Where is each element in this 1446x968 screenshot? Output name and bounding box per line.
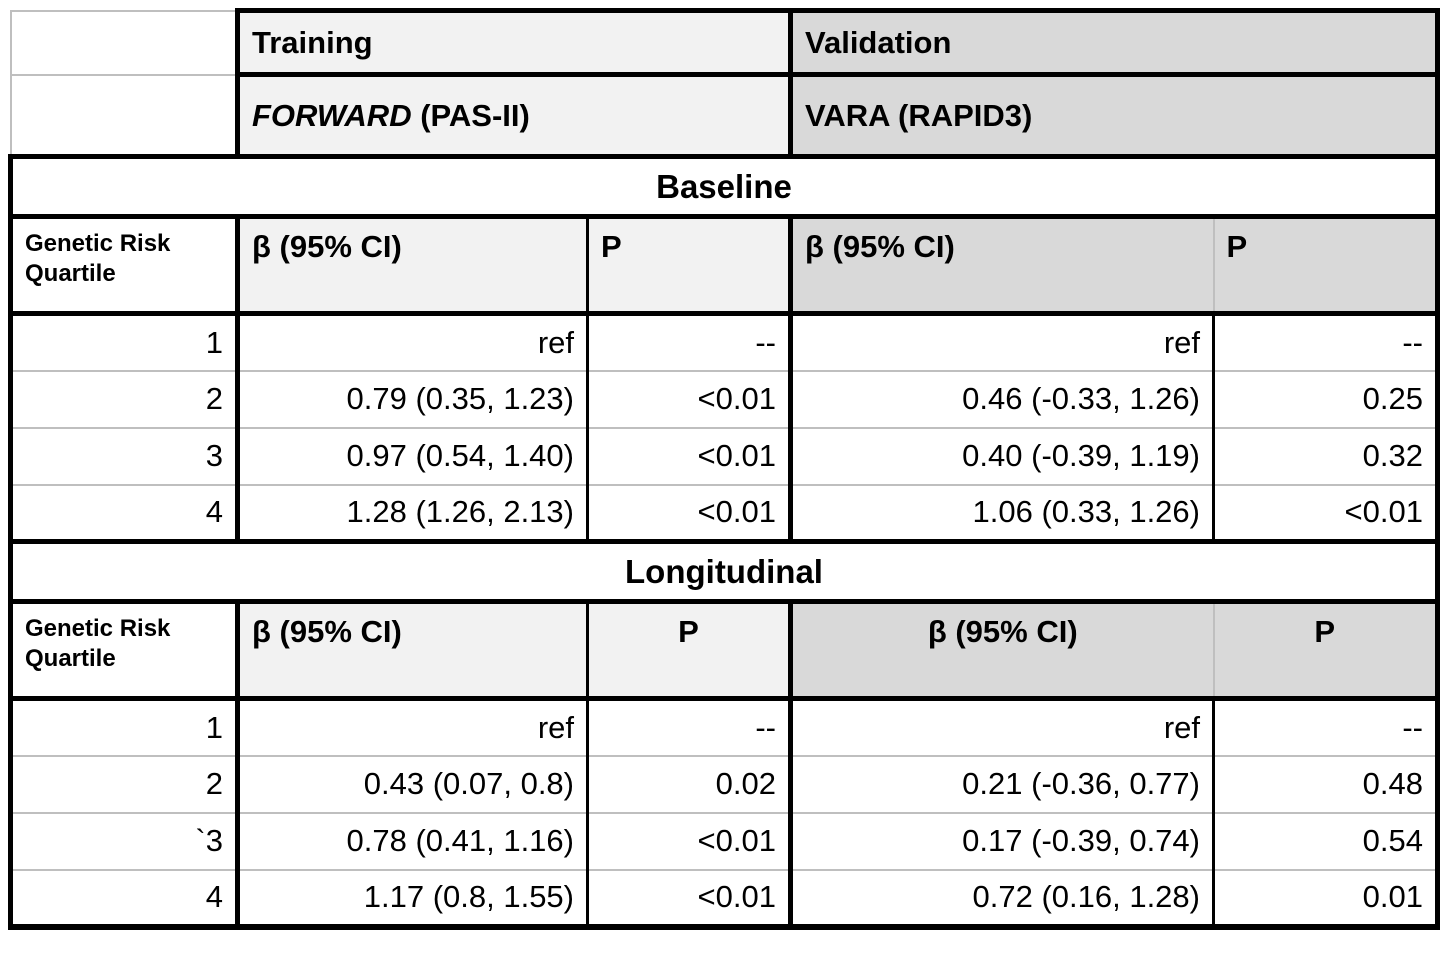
quartile-column-header: Genetic Risk Quartile <box>8 216 240 316</box>
training-beta-value: 1.28 (1.26, 2.13) <box>237 484 589 544</box>
longitudinal-header-row: Genetic Risk Quartile β (95% CI) P β (95… <box>8 601 1440 701</box>
validation-p-value: 0.54 <box>1213 812 1440 871</box>
validation-beta-value: 0.72 (0.16, 1.28) <box>790 869 1215 930</box>
validation-beta-value: 1.06 (0.33, 1.26) <box>790 484 1215 544</box>
data-row: 4 1.17 (0.8, 1.55) <0.01 0.72 (0.16, 1.2… <box>8 869 1440 930</box>
section-title-baseline: Baseline <box>8 154 1440 219</box>
section-band-row: Baseline <box>8 154 1440 219</box>
data-row: 4 1.28 (1.26, 2.13) <0.01 1.06 (0.33, 1.… <box>8 484 1440 544</box>
training-p-value: -- <box>587 698 793 757</box>
validation-p-value: -- <box>1213 313 1440 372</box>
validation-header-cell: Validation <box>788 8 1440 77</box>
training-p-value: <0.01 <box>587 484 793 544</box>
validation-beta-value: 0.21 (-0.36, 0.77) <box>790 755 1215 814</box>
validation-p-header: P <box>1213 216 1440 316</box>
training-cohort-cell: FORWARD (PAS-II) <box>235 74 791 159</box>
quartile-value: 4 <box>8 869 240 930</box>
validation-beta-header: β (95% CI) <box>790 601 1215 701</box>
training-p-header: P <box>587 601 793 701</box>
quartile-column-header: Genetic Risk Quartile <box>8 601 240 701</box>
validation-p-value: 0.01 <box>1213 869 1440 930</box>
validation-p-value: 0.25 <box>1213 370 1440 429</box>
training-header-cell: Training <box>235 8 791 77</box>
section-title-longitudinal: Longitudinal <box>8 539 1440 604</box>
quartile-value: 4 <box>8 484 240 544</box>
training-p-value: <0.01 <box>587 427 793 486</box>
quartile-value: 2 <box>8 370 240 429</box>
validation-p-header: P <box>1213 601 1440 701</box>
training-beta-value: 0.78 (0.41, 1.16) <box>237 812 589 871</box>
quartile-value: 2 <box>8 755 240 814</box>
validation-beta-value: 0.40 (-0.39, 1.19) <box>790 427 1215 486</box>
baseline-header-row: Genetic Risk Quartile β (95% CI) P β (95… <box>8 216 1440 316</box>
validation-cohort-cell: VARA (RAPID3) <box>788 74 1440 159</box>
data-row: 3 0.97 (0.54, 1.40) <0.01 0.40 (-0.39, 1… <box>8 427 1440 486</box>
cohort-name-row: FORWARD (PAS-II) VARA (RAPID3) <box>9 74 1440 159</box>
validation-beta-value: 0.46 (-0.33, 1.26) <box>790 370 1215 429</box>
training-beta-header: β (95% CI) <box>237 216 589 316</box>
quartile-value: 1 <box>8 313 240 372</box>
training-p-header: P <box>587 216 793 316</box>
validation-beta-header: β (95% CI) <box>790 216 1215 316</box>
training-cohort-name: FORWARD <box>252 97 412 133</box>
training-cohort-measure: (PAS-II) <box>411 97 530 133</box>
data-row: 2 0.79 (0.35, 1.23) <0.01 0.46 (-0.33, 1… <box>8 370 1440 429</box>
results-table: Training Validation FORWARD (PAS-II) VAR… <box>8 8 1440 930</box>
data-row: 1 ref -- ref -- <box>8 698 1440 757</box>
validation-p-value: 0.32 <box>1213 427 1440 486</box>
data-row: 1 ref -- ref -- <box>8 313 1440 372</box>
corner-empty-cell-1 <box>9 9 238 76</box>
training-beta-value: 0.43 (0.07, 0.8) <box>237 755 589 814</box>
validation-p-value: -- <box>1213 698 1440 757</box>
corner-empty-cell-2 <box>9 74 238 157</box>
training-beta-value: 0.79 (0.35, 1.23) <box>237 370 589 429</box>
data-row: `3 0.78 (0.41, 1.16) <0.01 0.17 (-0.39, … <box>8 812 1440 871</box>
training-p-value: <0.01 <box>587 370 793 429</box>
training-p-value: 0.02 <box>587 755 793 814</box>
validation-beta-value: 0.17 (-0.39, 0.74) <box>790 812 1215 871</box>
section-band-row: Longitudinal <box>8 539 1440 604</box>
training-p-value: <0.01 <box>587 812 793 871</box>
cohort-type-row: Training Validation <box>9 8 1440 77</box>
training-beta-header: β (95% CI) <box>237 601 589 701</box>
quartile-value: 3 <box>8 427 240 486</box>
validation-beta-value: ref <box>790 698 1215 757</box>
training-p-value: -- <box>587 313 793 372</box>
data-row: 2 0.43 (0.07, 0.8) 0.02 0.21 (-0.36, 0.7… <box>8 755 1440 814</box>
training-beta-value: ref <box>237 698 589 757</box>
training-beta-value: 1.17 (0.8, 1.55) <box>237 869 589 930</box>
validation-beta-value: ref <box>790 313 1215 372</box>
training-p-value: <0.01 <box>587 869 793 930</box>
validation-p-value: 0.48 <box>1213 755 1440 814</box>
training-beta-value: 0.97 (0.54, 1.40) <box>237 427 589 486</box>
validation-p-value: <0.01 <box>1213 484 1440 544</box>
quartile-value: `3 <box>8 812 240 871</box>
training-beta-value: ref <box>237 313 589 372</box>
quartile-value: 1 <box>8 698 240 757</box>
